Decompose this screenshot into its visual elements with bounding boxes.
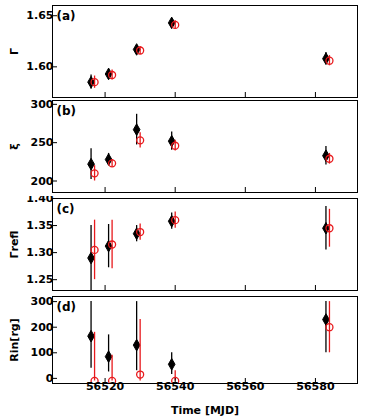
svg-text:100: 100 [31, 346, 54, 359]
svg-text:1.25: 1.25 [26, 273, 53, 286]
svg-text:(c): (c) [57, 202, 75, 216]
svg-text:56580: 56580 [296, 380, 335, 393]
svg-text:Γrefl: Γrefl [8, 230, 21, 258]
svg-text:56520: 56520 [86, 380, 125, 393]
svg-text:250: 250 [31, 136, 54, 149]
svg-text:1.40: 1.40 [26, 196, 53, 205]
svg-text:(a): (a) [57, 9, 76, 23]
svg-text:Rin[rg]: Rin[rg] [8, 318, 21, 361]
svg-text:(d): (d) [57, 300, 77, 314]
svg-text:0: 0 [46, 372, 54, 385]
svg-text:(b): (b) [57, 104, 77, 118]
svg-text:Γ: Γ [8, 48, 21, 55]
svg-text:200: 200 [31, 175, 54, 188]
svg-text:300: 300 [31, 98, 54, 111]
svg-text:300: 300 [31, 295, 54, 308]
svg-text:ξ: ξ [8, 143, 21, 150]
svg-text:1.30: 1.30 [26, 246, 53, 259]
svg-text:1.35: 1.35 [26, 219, 53, 232]
svg-text:Time [MJD]: Time [MJD] [171, 404, 239, 417]
svg-text:1.60: 1.60 [26, 60, 53, 73]
svg-text:1.65: 1.65 [26, 9, 53, 22]
svg-text:56540: 56540 [156, 380, 195, 393]
svg-text:200: 200 [31, 321, 54, 334]
svg-text:56560: 56560 [226, 380, 265, 393]
